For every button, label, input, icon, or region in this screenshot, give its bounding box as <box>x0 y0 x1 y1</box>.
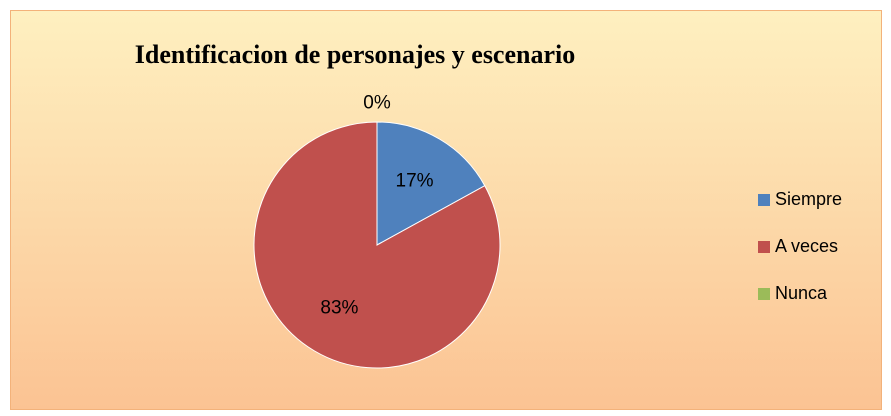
legend-swatch <box>758 241 770 253</box>
data-label: 17% <box>396 170 434 191</box>
data-label: 0% <box>363 93 391 114</box>
legend-label: Nunca <box>775 283 828 303</box>
pie-slice <box>376 121 486 246</box>
legend-swatch <box>758 194 770 206</box>
legend-swatch <box>758 288 770 300</box>
chart-title: Identificacion de personajes y escenario <box>135 40 576 69</box>
legend-label: A veces <box>775 236 838 256</box>
pie-slice <box>253 121 501 369</box>
legend-label: Siempre <box>775 189 842 209</box>
data-label: 83% <box>320 298 358 319</box>
